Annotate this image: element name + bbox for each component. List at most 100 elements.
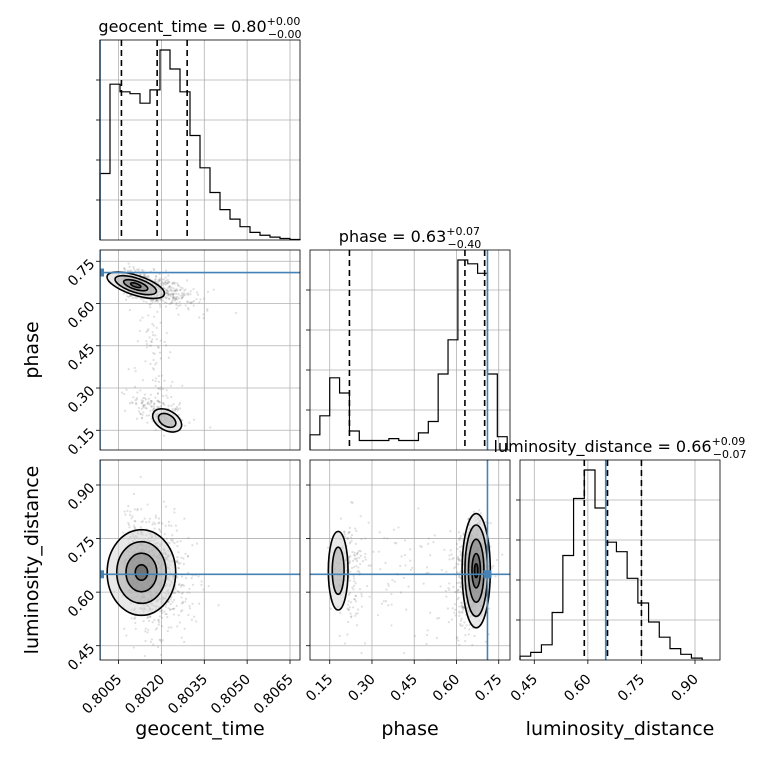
scatter-point xyxy=(161,278,164,281)
scatter-point xyxy=(178,591,181,594)
scatter-point xyxy=(457,589,460,592)
scatter-point xyxy=(156,399,160,403)
scatter-point xyxy=(139,273,143,276)
x-tick-label: 0.90 xyxy=(668,672,701,705)
scatter-point xyxy=(149,615,152,619)
scatter-point xyxy=(404,564,407,567)
scatter-point xyxy=(166,278,169,282)
scatter-point xyxy=(159,638,162,642)
scatter-point xyxy=(454,591,457,594)
y-tick-label: 0.60 xyxy=(65,299,98,332)
scatter-point xyxy=(126,509,129,512)
scatter-point xyxy=(159,610,162,613)
scatter-point xyxy=(178,583,181,586)
scatter-point xyxy=(468,628,471,631)
scatter-point xyxy=(443,548,446,551)
scatter-point xyxy=(159,299,162,302)
scatter-point xyxy=(144,404,147,407)
scatter-point xyxy=(127,504,130,508)
scatter-point xyxy=(380,602,383,605)
scatter-point xyxy=(461,624,464,627)
scatter-point xyxy=(364,552,367,556)
scatter-point xyxy=(192,304,195,307)
y-tick-label: 0.75 xyxy=(65,534,98,567)
scatter-point xyxy=(142,405,145,408)
scatter-point xyxy=(188,591,191,594)
x-tick-label: 0.45 xyxy=(388,672,421,705)
scatter-point xyxy=(153,402,156,406)
scatter-point xyxy=(348,542,351,545)
scatter-point xyxy=(217,604,220,607)
scatter-point xyxy=(377,550,380,553)
scatter-point xyxy=(136,340,139,343)
scatter-point xyxy=(360,605,364,608)
scatter-point xyxy=(156,645,160,649)
scatter-point xyxy=(173,507,176,511)
scatter-point xyxy=(143,654,146,658)
x-tick-label: 0.30 xyxy=(345,672,378,705)
scatter-point xyxy=(200,580,203,583)
title-minus: −0.07 xyxy=(713,448,747,461)
scatter-point xyxy=(134,621,137,625)
scatter-point xyxy=(161,639,164,642)
scatter-point xyxy=(188,607,192,610)
scatter-point xyxy=(349,541,352,544)
scatter-point xyxy=(366,584,369,588)
scatter-point xyxy=(339,517,343,520)
y-tick-label: 0.30 xyxy=(65,383,98,416)
scatter-point xyxy=(467,518,470,521)
scatter-point xyxy=(177,413,180,417)
scatter-point xyxy=(399,564,402,568)
scatter-point xyxy=(167,290,170,293)
scatter-point xyxy=(200,583,203,587)
scatter-point xyxy=(179,294,182,297)
scatter-point xyxy=(158,517,161,520)
scatter-point xyxy=(189,293,192,296)
scatter-point xyxy=(146,503,149,506)
scatter-point xyxy=(162,284,165,287)
scatter-point xyxy=(184,288,187,291)
scatter-point xyxy=(183,640,186,644)
scatter-point xyxy=(367,564,370,567)
scatter-point xyxy=(462,606,465,609)
scatter-point xyxy=(458,643,461,647)
scatter-point xyxy=(139,319,142,322)
scatter-point xyxy=(452,556,455,560)
scatter-point xyxy=(134,269,137,272)
scatter-point xyxy=(141,413,144,416)
title-plus: +0.07 xyxy=(446,225,480,238)
scatter-point xyxy=(445,595,448,598)
scatter-point xyxy=(177,313,180,316)
scatter-point xyxy=(124,268,127,272)
scatter-point xyxy=(351,559,355,562)
scatter-point xyxy=(176,295,179,299)
scatter-point xyxy=(177,590,180,594)
scatter-point xyxy=(148,520,151,523)
scatter-point xyxy=(181,293,184,296)
density-contour xyxy=(473,563,479,579)
scatter-point xyxy=(154,275,158,278)
scatter-point xyxy=(171,299,174,303)
scatter-point xyxy=(136,268,139,271)
scatter-point xyxy=(163,379,166,382)
scatter-point xyxy=(143,275,146,278)
scatter-point xyxy=(167,520,171,523)
scatter-point xyxy=(357,570,361,573)
scatter-point xyxy=(176,560,179,563)
scatter-point xyxy=(484,521,487,524)
scatter-point xyxy=(140,520,143,524)
panel-frame xyxy=(309,459,511,661)
y-axis-label-luminosity_distance: luminosity_distance xyxy=(21,466,43,655)
scatter-point xyxy=(346,633,349,636)
scatter-point xyxy=(171,380,174,383)
scatter-point xyxy=(413,634,417,638)
scatter-point xyxy=(343,533,346,536)
scatter-point xyxy=(155,298,158,302)
scatter-point xyxy=(126,269,129,273)
scatter-point xyxy=(199,298,202,301)
scatter-point xyxy=(354,558,357,561)
scatter-point xyxy=(169,288,172,291)
scatter-point xyxy=(460,617,463,620)
scatter-point xyxy=(157,522,160,525)
scatter-point xyxy=(182,294,185,297)
